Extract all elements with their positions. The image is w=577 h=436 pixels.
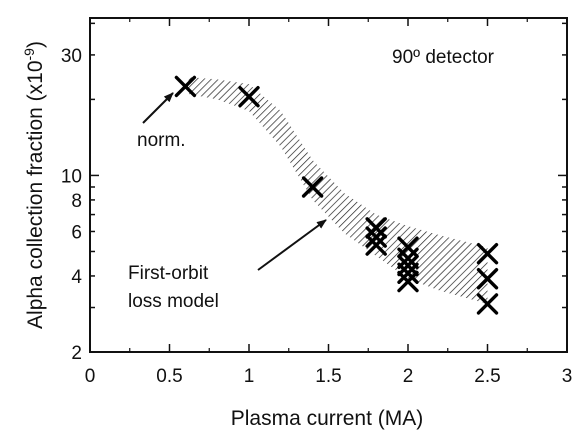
- x-axis-label: Plasma current (MA): [231, 407, 424, 430]
- model-band: [188, 77, 488, 304]
- model-annotation-line1: First-orbit: [128, 263, 209, 284]
- detector-annotation: 90º detector: [392, 47, 495, 68]
- y-axis-label-close: ): [24, 41, 47, 48]
- data-point: [397, 247, 419, 269]
- data-markers: [174, 75, 499, 315]
- x-tick-label: 2: [403, 366, 414, 387]
- x-tick-label: 0.5: [156, 366, 182, 387]
- model-arrow: [257, 219, 327, 271]
- y-axis-label-main: Alpha collection fraction (x10: [24, 60, 47, 328]
- y-tick-label: 4: [71, 267, 82, 288]
- y-tick-label: 2: [71, 343, 82, 364]
- data-point: [174, 75, 197, 98]
- x-axis-ticks: 0 0.5 1 1.5 2 2.5 3: [85, 18, 573, 387]
- data-point: [238, 85, 260, 108]
- data-point: [397, 270, 419, 293]
- y-axis-label-exponent: -9: [21, 48, 37, 61]
- data-point: [397, 254, 419, 277]
- data-point: [301, 176, 324, 198]
- x-tick-label: 3: [562, 366, 573, 387]
- y-tick-label: 8: [71, 191, 82, 212]
- x-tick-label: 2.5: [474, 366, 500, 387]
- data-point: [476, 268, 499, 290]
- y-axis-ticks: 2 4 6 8 10 30: [61, 22, 567, 364]
- y-axis-label: Alpha collection fraction (x10-9): [21, 41, 47, 329]
- data-point: [476, 293, 499, 315]
- data-point: [476, 242, 499, 265]
- x-tick-label: 1: [244, 366, 255, 387]
- data-point: [365, 217, 387, 239]
- x-tick-label: 0: [85, 366, 96, 387]
- x-tick-label: 1.5: [315, 366, 341, 387]
- data-point: [397, 262, 419, 284]
- norm-arrow: [142, 92, 174, 124]
- data-point: [365, 226, 387, 248]
- y-tick-label: 30: [61, 46, 82, 67]
- y-tick-label: 6: [71, 222, 82, 243]
- data-point: [365, 234, 387, 256]
- model-annotation-line2: loss model: [128, 291, 219, 312]
- norm-annotation: norm.: [137, 130, 186, 151]
- y-tick-label: 10: [61, 166, 82, 187]
